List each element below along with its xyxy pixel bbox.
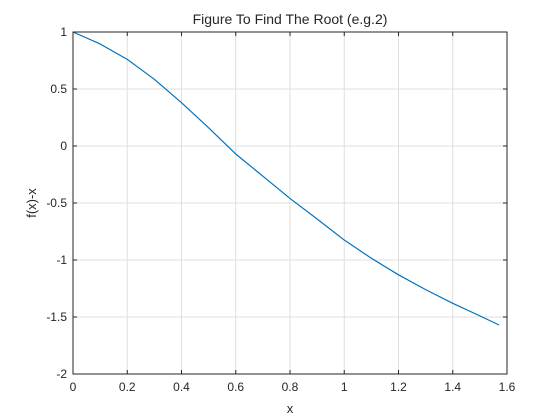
series-line (72, 31, 500, 326)
x-tick-label: 1.4 (444, 380, 461, 394)
y-tick-label: 1 (60, 25, 67, 39)
y-tick-label: -2 (56, 367, 67, 381)
y-tick-label: -0.5 (46, 196, 67, 210)
x-tick-label: 0 (70, 380, 77, 394)
x-tick-label: 0.6 (227, 380, 244, 394)
y-tick-label: -1 (56, 253, 67, 267)
x-axis-label: x (287, 401, 294, 416)
y-tick-label: -1.5 (46, 310, 67, 324)
x-tick-label: 0.4 (173, 380, 190, 394)
x-tick-label: 0.2 (119, 380, 136, 394)
y-axis-label: f(x)-x (24, 188, 39, 218)
series-line-group (72, 31, 500, 326)
x-tick-label: 1.6 (499, 380, 516, 394)
x-tick-label: 1 (341, 380, 348, 394)
y-tick-label: 0.5 (50, 82, 67, 96)
x-tick-label: 0.8 (282, 380, 299, 394)
y-tick-label: 0 (60, 139, 67, 153)
chart-title: Figure To Find The Root (e.g.2) (193, 11, 388, 27)
x-tick-label: 1.2 (390, 380, 407, 394)
axis-ticks: 0 0.2 0.4 0.6 0.8 1 1.2 1.4 1.6 -2 -1.5 -1 -0.5 0 0.5 1 (46, 25, 515, 394)
